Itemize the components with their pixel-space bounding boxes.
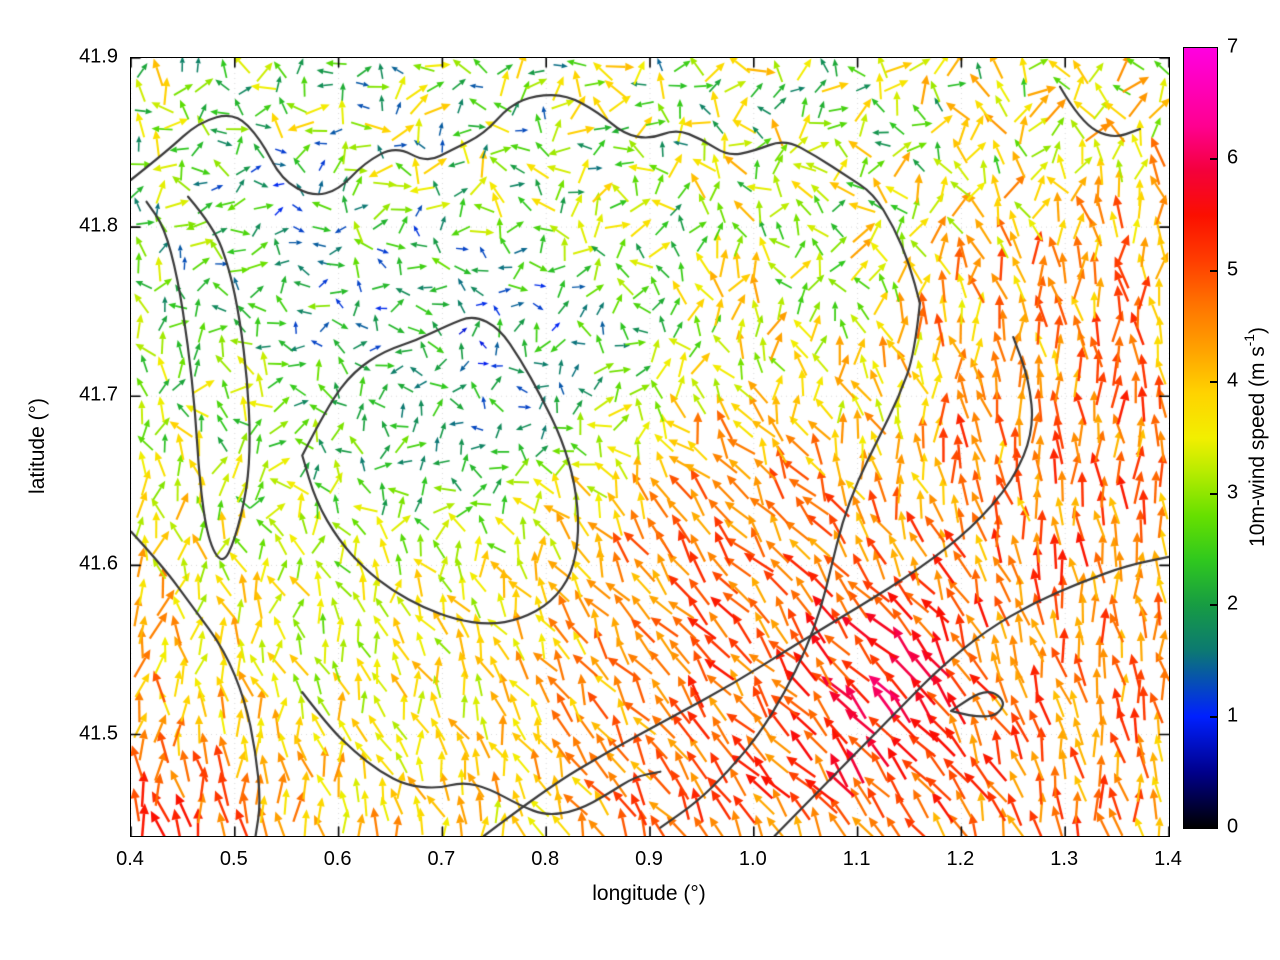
x-tick-label: 0.7: [427, 848, 456, 870]
colorbar-tick-label: 4: [1227, 369, 1239, 392]
x-tick-label: 0.9: [635, 848, 663, 870]
colorbar-tick: [1210, 715, 1217, 718]
wind-vector-field-canvas: [131, 58, 1169, 836]
x-tick-label: 0.8: [531, 848, 560, 870]
y-tick-label: 41.8: [79, 214, 118, 237]
colorbar-title-suffix: ): [1246, 327, 1269, 335]
colorbar-tick: [1210, 269, 1217, 272]
y-tick-label: 41.5: [79, 722, 118, 745]
y-axis-title: latitude (°): [26, 398, 49, 494]
colorbar-title-sup: -1: [1242, 334, 1257, 347]
colorbar: [1183, 47, 1218, 829]
x-axis-title: longitude (°): [592, 882, 706, 905]
colorbar-tick-label: 6: [1227, 146, 1239, 169]
y-tick-label: 41.9: [79, 45, 118, 68]
x-tick-label: 0.5: [219, 848, 248, 870]
colorbar-title: 10m-wind speed (m s-1): [1242, 327, 1270, 547]
x-tick-label: 1.2: [946, 848, 975, 870]
plot-area: [130, 57, 1170, 837]
x-tick-label: 1.0: [738, 848, 767, 870]
colorbar-tick: [1210, 381, 1217, 384]
y-tick-label: 41.7: [79, 383, 118, 406]
colorbar-tick: [1210, 492, 1217, 495]
x-tick-label: 1.3: [1050, 848, 1079, 870]
colorbar-tick-label: 2: [1227, 592, 1239, 615]
x-tick-label: 0.6: [323, 848, 352, 870]
colorbar-tick-label: 1: [1227, 704, 1239, 727]
colorbar-tick: [1210, 158, 1217, 161]
colorbar-tick-label: 7: [1227, 35, 1239, 58]
x-tick-label: 0.4: [116, 848, 144, 870]
colorbar-tick: [1210, 604, 1217, 607]
x-tick-label: 1.4: [1154, 848, 1182, 870]
colorbar-tick-label: 0: [1227, 815, 1239, 838]
colorbar-tick-label: 3: [1227, 481, 1239, 504]
x-tick-label: 1.1: [842, 848, 871, 870]
y-tick-label: 41.6: [79, 552, 118, 575]
colorbar-tick-label: 5: [1227, 258, 1239, 281]
colorbar-title-text: 10m-wind speed (m s: [1246, 346, 1269, 547]
